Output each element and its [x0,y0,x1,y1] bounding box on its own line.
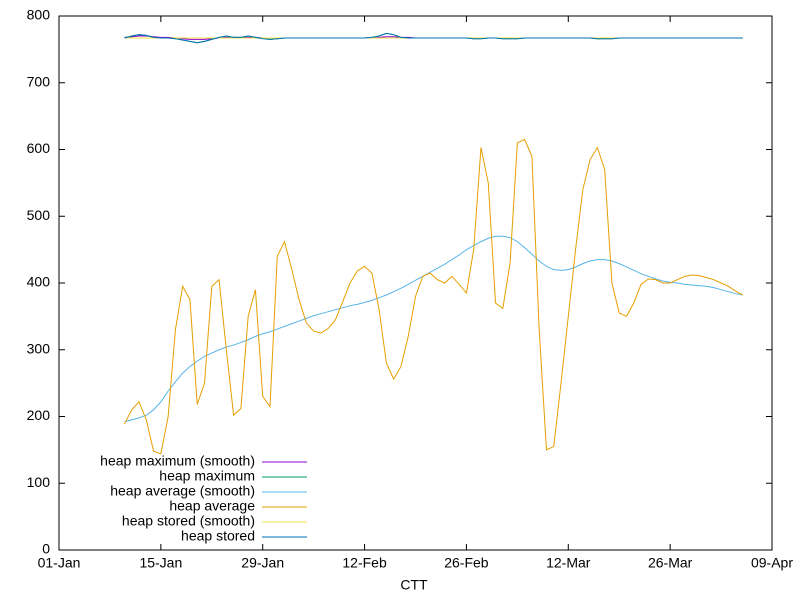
x-tick-label: 01-Jan [38,555,81,571]
x-tick-label: 12-Feb [342,555,387,571]
x-axis-label: CTT [400,577,428,593]
x-tick-label: 26-Mar [648,555,693,571]
x-tick-label: 29-Jan [241,555,284,571]
legend-label: heap maximum [159,468,255,484]
series-line [124,235,743,423]
y-tick-label: 200 [27,407,51,423]
x-tick-label: 15-Jan [139,555,182,571]
y-tick-label: 0 [42,541,50,557]
x-tick-label: 26-Feb [444,555,489,571]
y-tick-label: 100 [27,474,51,490]
series-line [124,138,744,455]
y-tick-label: 800 [27,7,51,23]
y-tick-label: 500 [27,207,51,223]
x-tick-label: 12-Mar [546,555,591,571]
legend-label: heap average (smooth) [110,483,255,499]
x-tick-label: 09-Apr [751,555,793,571]
legend-label: heap stored (smooth) [122,513,255,529]
legend-label: heap maximum (smooth) [100,453,255,469]
y-tick-label: 300 [27,340,51,356]
y-tick-label: 700 [27,73,51,89]
y-tick-label: 400 [27,274,51,290]
legend-label: heap average [169,498,255,514]
y-tick-label: 600 [27,140,51,156]
series-line [124,32,743,44]
legend-label: heap stored [181,528,255,544]
